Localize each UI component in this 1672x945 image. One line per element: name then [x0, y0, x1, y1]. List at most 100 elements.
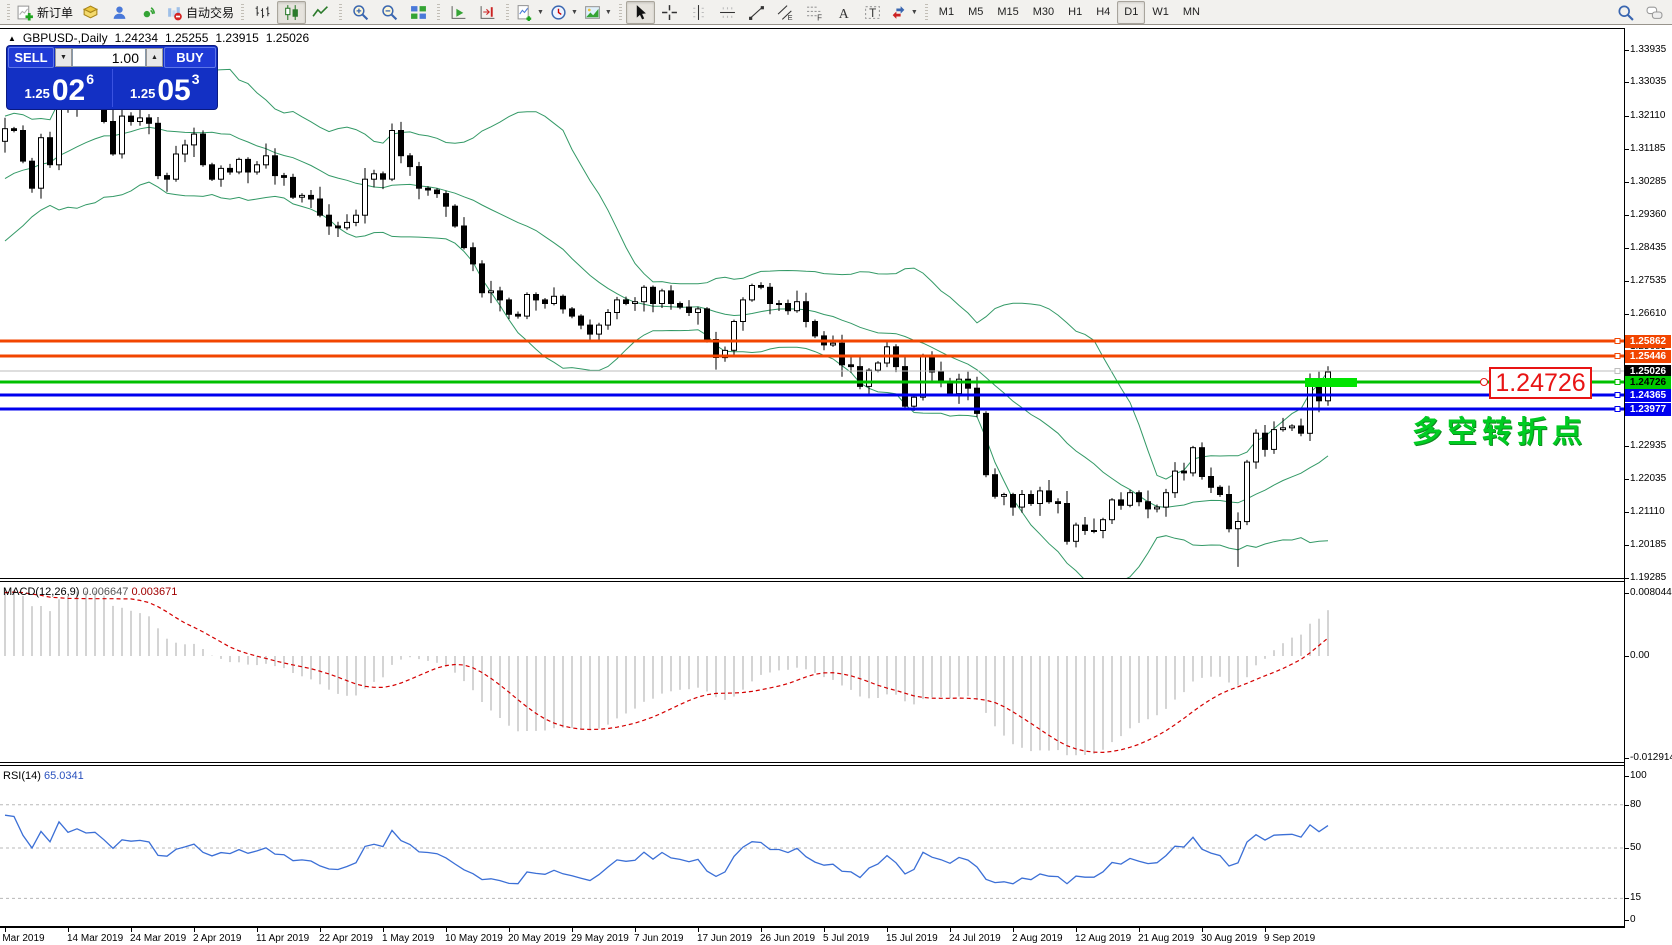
autotrade-icon	[166, 4, 183, 21]
date-tick	[824, 928, 825, 932]
date-label: 17 Jun 2019	[697, 933, 753, 944]
sell-price-big: 02	[51, 74, 86, 107]
zoom-out-button[interactable]	[375, 1, 404, 24]
chat-button[interactable]	[1640, 1, 1669, 24]
price-tick-label: 1.32110	[1624, 110, 1666, 121]
price-level-label[interactable]: 1.24726	[1489, 367, 1592, 399]
signals-button[interactable]	[134, 1, 163, 24]
price-badge: 1.25862	[1625, 335, 1671, 348]
tab-timeframe-M15[interactable]: M15	[997, 6, 1019, 18]
price-tick-label: 1.26610	[1624, 308, 1667, 319]
date-tick	[761, 928, 762, 932]
new-order-button[interactable]: 新订单	[14, 1, 76, 24]
toolbar-button-label: 新订单	[37, 5, 74, 20]
date-label: 10 May 2019	[445, 933, 503, 944]
buy-price[interactable]: 1.25 05 3	[113, 69, 218, 107]
tab-timeframe-H1[interactable]: H1	[1068, 6, 1083, 18]
toolbar-group-handle	[924, 4, 928, 20]
periods-button[interactable]: ▼	[547, 1, 581, 24]
date-tick	[383, 928, 384, 932]
community-button[interactable]	[105, 1, 134, 24]
rsi-tick-label: 50	[1624, 842, 1642, 853]
date-label: 1 May 2019	[382, 933, 435, 944]
plot-right-border	[1624, 28, 1625, 928]
text-button[interactable]: A	[829, 1, 858, 24]
auto-trading-button[interactable]: 自动交易	[163, 1, 237, 24]
price-tick-label: 1.21110	[1625, 506, 1665, 517]
auto-scroll-button[interactable]	[444, 1, 473, 24]
price-badge: 1.24726	[1625, 376, 1671, 389]
toolbar-group-handle	[339, 4, 343, 20]
tab-timeframe-D1[interactable]: D1	[1117, 0, 1146, 24]
plot-top-border	[0, 28, 1624, 29]
panel-collapse-arrow[interactable]: ▲	[8, 33, 16, 43]
date-label: 22 Apr 2019	[319, 933, 373, 944]
volume-input[interactable]	[72, 48, 146, 67]
zoom-in-button[interactable]	[346, 1, 375, 24]
date-tick	[509, 928, 510, 932]
vertical-line-button[interactable]	[684, 1, 713, 24]
chart-title: ▲ GBPUSD-,Daily 1.24234 1.25255 1.23915 …	[8, 31, 309, 45]
fibonacci-button[interactable]: F	[800, 1, 829, 24]
dropdown-caret-icon: ▼	[604, 8, 612, 16]
svg-text:E: E	[787, 12, 792, 20]
turning-point-annotation[interactable]: 多空转折点	[1412, 416, 1587, 449]
price-chart	[0, 63, 1624, 578]
cursor-button[interactable]	[625, 0, 655, 24]
templates-button[interactable]: ▼	[581, 1, 615, 24]
tab-timeframe-MN[interactable]: MN	[1182, 6, 1200, 18]
breakout-highlight[interactable]	[1305, 378, 1357, 387]
volume-decrease-button[interactable]: ▼	[55, 48, 72, 67]
price-label-anchor[interactable]	[1480, 378, 1488, 386]
crosshair-button[interactable]	[655, 1, 684, 24]
chart-shift-button[interactable]	[473, 1, 502, 24]
tab-timeframe-M5[interactable]: M5	[968, 6, 984, 18]
rsi-line	[4, 814, 1329, 885]
macd-tick-label: -0.012914	[1624, 752, 1672, 764]
line-chart-button[interactable]	[306, 1, 335, 24]
tile-windows-button[interactable]	[404, 1, 433, 24]
date-tick	[635, 928, 636, 932]
rsi-separator[interactable]	[0, 762, 1624, 766]
tab-timeframe-M1[interactable]: M1	[938, 6, 955, 18]
arrows-button[interactable]: ▼	[887, 1, 921, 24]
candlestick-chart-button[interactable]	[277, 0, 307, 24]
new-chart-icon	[516, 4, 533, 21]
date-label: 7 Jun 2019	[634, 933, 684, 944]
history-center-button[interactable]	[76, 1, 105, 24]
v-line-icon	[690, 4, 707, 21]
date-label: 20 May 2019	[508, 933, 566, 944]
trendline-button[interactable]	[742, 1, 771, 24]
text-label-icon: T	[864, 4, 881, 21]
new-chart-button[interactable]: ▼	[513, 1, 547, 24]
volume-increase-button[interactable]: ▲	[146, 48, 163, 67]
bar-chart-button[interactable]	[248, 1, 277, 24]
toolbar-group-handle	[506, 4, 510, 20]
text-label-button[interactable]: T	[858, 1, 887, 24]
sell-button[interactable]: SELL	[8, 47, 54, 68]
signal-icon	[140, 4, 157, 21]
book-icon	[82, 4, 99, 21]
h-line-icon	[719, 4, 736, 21]
date-tick	[131, 928, 132, 932]
macd-separator[interactable]	[0, 578, 1624, 582]
open-value: 1.24234	[114, 31, 158, 45]
tab-timeframe-W1[interactable]: W1	[1152, 6, 1169, 18]
svg-text:A: A	[839, 5, 849, 20]
search-button[interactable]	[1611, 1, 1640, 24]
horizontal-level-lines[interactable]	[0, 337, 1624, 412]
tab-timeframe-M30[interactable]: M30	[1032, 6, 1055, 18]
sell-price[interactable]: 1.25 02 6	[7, 69, 113, 107]
price-tick-label: 1.28435	[1624, 242, 1667, 253]
buy-button[interactable]: BUY	[164, 47, 216, 68]
macd-indicator-label: MACD(12,26,9) 0.006647 0.003671	[3, 586, 178, 598]
high-value: 1.25255	[165, 31, 209, 45]
chart-candle-icon	[283, 4, 300, 21]
tab-timeframe-H4[interactable]: H4	[1096, 6, 1111, 18]
horizontal-line-button[interactable]	[713, 1, 742, 24]
date-tick	[1139, 928, 1140, 932]
date-tick	[1013, 928, 1014, 932]
equidistant-channel-button[interactable]: E	[771, 1, 800, 24]
price-tick-label: 1.22935	[1624, 440, 1667, 451]
